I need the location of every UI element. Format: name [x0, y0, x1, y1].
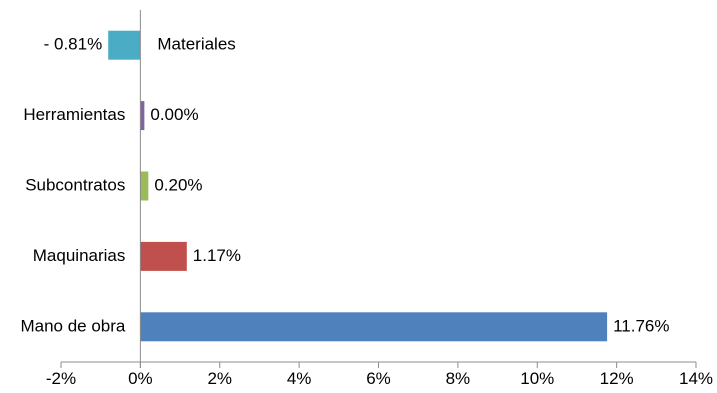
- category-label-herramientas: Herramientas: [23, 105, 125, 124]
- data-label-mano-de-obra: 11.76%: [613, 316, 669, 335]
- bar-mano-de-obra: [140, 312, 608, 342]
- category-label-maquinarias: Maquinarias: [33, 246, 126, 265]
- x-tick-label: -2%: [46, 369, 76, 388]
- bar-subcontratos: [140, 171, 149, 201]
- x-tick-label: 12%: [600, 369, 634, 388]
- data-label-maquinarias: 1.17%: [193, 246, 241, 265]
- data-label-materiales: - 0.81%: [44, 35, 103, 54]
- bar-herramientas: [140, 101, 145, 131]
- x-tick-label: 6%: [366, 369, 391, 388]
- bar-maquinarias: [140, 241, 187, 271]
- bars-group: [108, 30, 608, 342]
- category-label-materiales: Materiales: [157, 35, 235, 54]
- x-tick-label: 14%: [679, 369, 713, 388]
- bar-materiales: [108, 30, 141, 60]
- x-tick-label: 4%: [287, 369, 312, 388]
- x-tick-label: 0%: [128, 369, 153, 388]
- x-tick-label: 2%: [207, 369, 232, 388]
- x-tick-label: 8%: [446, 369, 471, 388]
- category-label-mano-de-obra: Mano de obra: [20, 316, 125, 335]
- axes-group: -2% 0% 2% 4% 6% 8% 10% 12% 14%: [46, 10, 713, 388]
- data-label-subcontratos: 0.20%: [154, 175, 202, 194]
- category-label-subcontratos: Subcontratos: [25, 175, 125, 194]
- labels-group: Materiales - 0.81% Herramientas 0.00% Subcon…: [20, 35, 669, 336]
- x-tick-label: 10%: [520, 369, 554, 388]
- data-label-herramientas: 0.00%: [150, 105, 198, 124]
